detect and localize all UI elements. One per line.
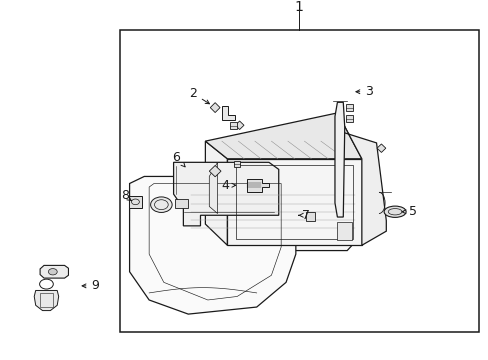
Polygon shape — [334, 102, 344, 217]
Polygon shape — [345, 104, 353, 112]
Polygon shape — [209, 166, 221, 177]
Polygon shape — [235, 121, 244, 130]
Polygon shape — [188, 184, 356, 251]
Text: 7: 7 — [298, 209, 309, 222]
Polygon shape — [129, 176, 295, 314]
Polygon shape — [376, 144, 385, 152]
Polygon shape — [173, 162, 278, 226]
Polygon shape — [205, 141, 227, 245]
Polygon shape — [246, 179, 268, 192]
Circle shape — [150, 197, 172, 212]
Polygon shape — [227, 159, 361, 245]
Polygon shape — [234, 161, 240, 167]
Polygon shape — [337, 222, 351, 240]
Ellipse shape — [384, 206, 405, 217]
Text: 8: 8 — [121, 189, 131, 202]
Text: 6: 6 — [172, 150, 185, 167]
Text: 5: 5 — [401, 205, 416, 218]
Polygon shape — [210, 103, 220, 113]
Text: 4: 4 — [221, 179, 235, 192]
Text: 9: 9 — [82, 279, 99, 292]
Text: 1: 1 — [294, 0, 303, 14]
Polygon shape — [175, 199, 188, 208]
Polygon shape — [346, 115, 352, 122]
Polygon shape — [337, 113, 386, 245]
Text: 2: 2 — [189, 87, 209, 104]
Polygon shape — [40, 265, 68, 278]
Polygon shape — [128, 195, 142, 208]
Polygon shape — [305, 212, 315, 221]
Text: 3: 3 — [355, 85, 372, 98]
Polygon shape — [209, 162, 217, 213]
Polygon shape — [229, 122, 236, 130]
Bar — [120, 30, 478, 332]
Circle shape — [48, 269, 57, 275]
Polygon shape — [205, 113, 361, 159]
Polygon shape — [34, 291, 59, 311]
Polygon shape — [222, 106, 234, 120]
